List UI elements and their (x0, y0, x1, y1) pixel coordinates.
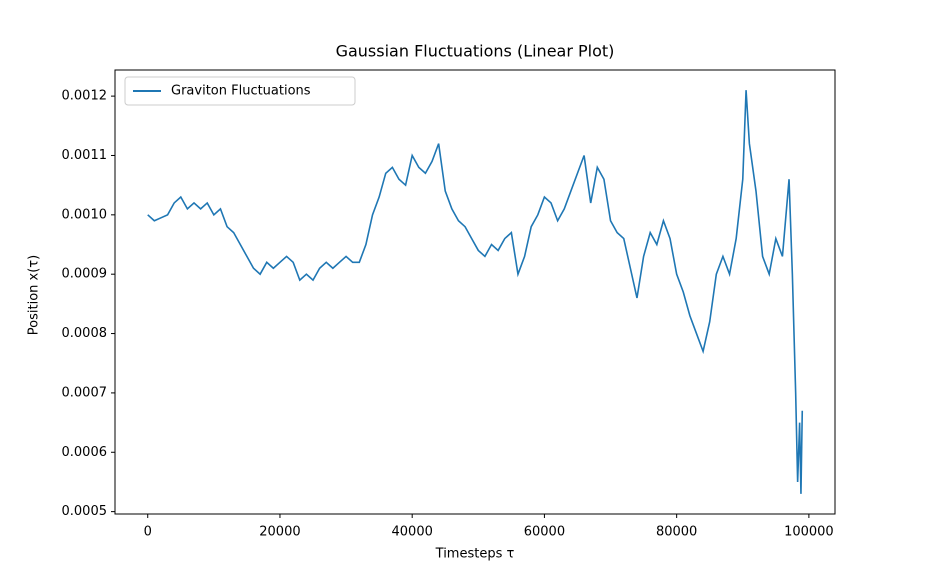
x-tick-label: 40000 (392, 525, 433, 540)
x-tick-label: 60000 (524, 525, 565, 540)
x-tick-label: 100000 (784, 525, 834, 540)
x-axis-label: Timesteps τ (435, 547, 515, 562)
y-tick-label: 0.0012 (62, 89, 108, 104)
y-tick-label: 0.0011 (62, 148, 108, 163)
y-axis-label: Position x(τ) (27, 255, 42, 335)
y-tick-label: 0.0009 (62, 267, 108, 282)
x-tick-label: 0 (144, 525, 152, 540)
y-tick-label: 0.0010 (62, 207, 108, 222)
y-tick-label: 0.0006 (62, 445, 108, 460)
y-tick-label: 0.0005 (62, 504, 108, 519)
legend-label: Graviton Fluctuations (171, 84, 311, 99)
legend-box (124, 76, 356, 106)
y-tick-label: 0.0007 (62, 385, 108, 400)
x-tick-label: 80000 (656, 525, 697, 540)
y-tick-label: 0.0008 (62, 326, 108, 341)
chart-title: Gaussian Fluctuations (Linear Plot) (336, 42, 615, 61)
data-line (147, 90, 804, 494)
plot-frame (114, 69, 836, 515)
x-tick-label: 20000 (259, 525, 300, 540)
